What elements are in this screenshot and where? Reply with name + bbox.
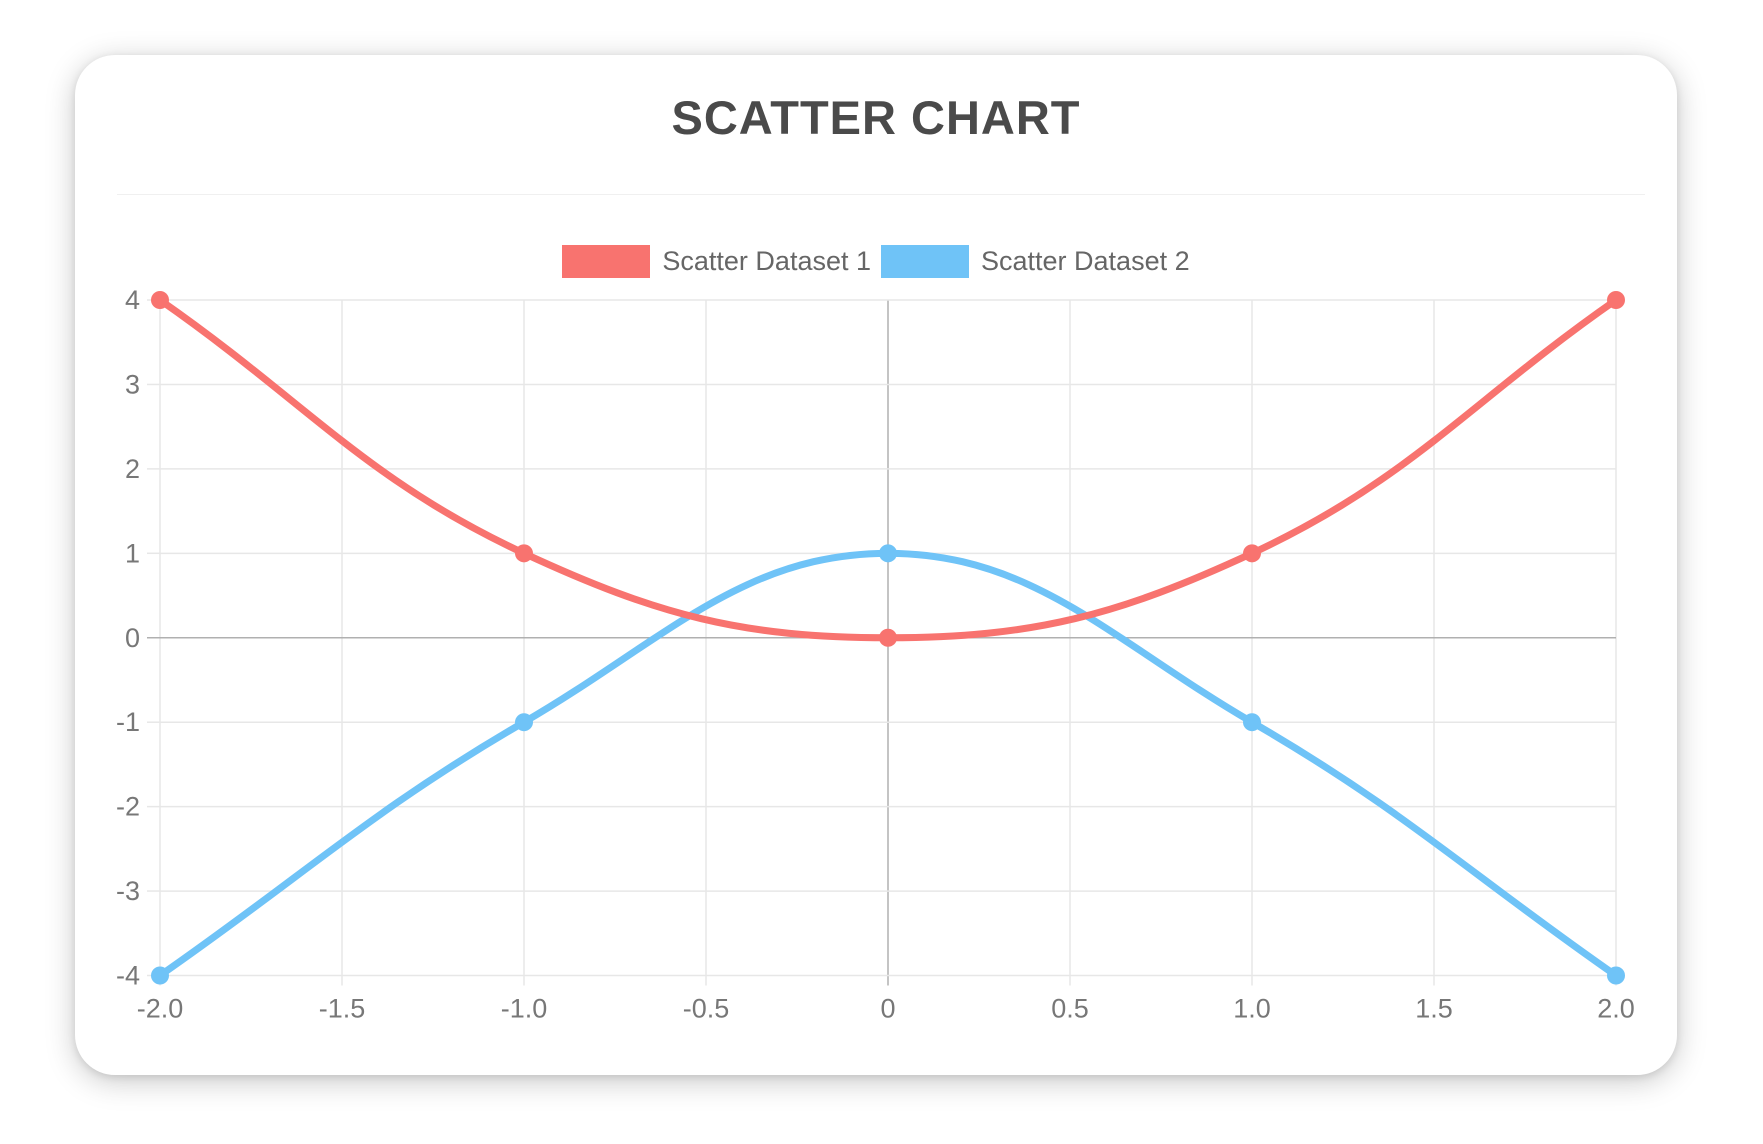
- x-tick-label: 0: [880, 994, 895, 1024]
- chart-title: SCATTER CHART: [671, 91, 1081, 144]
- x-tick-label: -1.5: [319, 994, 366, 1024]
- y-tick-label: 0: [125, 623, 140, 653]
- legend-item-dataset-1[interactable]: Scatter Dataset 1: [562, 245, 871, 278]
- data-point-scatter-dataset-2[interactable]: [151, 966, 169, 985]
- legend-label-dataset-1: Scatter Dataset 1: [662, 246, 871, 276]
- y-tick-label: 2: [125, 454, 140, 484]
- data-point-scatter-dataset-2[interactable]: [1243, 713, 1261, 732]
- x-tick-label: 0.5: [1051, 994, 1089, 1024]
- data-point-scatter-dataset-1[interactable]: [151, 291, 169, 309]
- legend-swatch-dataset-2-icon: [881, 245, 969, 278]
- legend-label-dataset-2: Scatter Dataset 2: [981, 246, 1190, 276]
- y-tick-label: 1: [125, 538, 140, 568]
- data-point-scatter-dataset-1[interactable]: [515, 544, 533, 563]
- data-point-scatter-dataset-2[interactable]: [515, 713, 533, 732]
- x-tick-label: 2.0: [1597, 994, 1635, 1024]
- title-divider: [117, 194, 1645, 195]
- x-tick-label: -1.0: [501, 994, 548, 1024]
- y-tick-label: 4: [125, 285, 140, 315]
- x-tick-label: 1.0: [1233, 994, 1271, 1024]
- legend-item-dataset-2[interactable]: Scatter Dataset 2: [881, 245, 1190, 278]
- y-tick-label: -4: [116, 961, 140, 991]
- x-tick-label: -2.0: [137, 994, 184, 1024]
- y-tick-label: -2: [116, 792, 140, 822]
- x-tick-label: -0.5: [683, 994, 730, 1024]
- y-tick-label: 3: [125, 369, 140, 399]
- data-point-scatter-dataset-1[interactable]: [1243, 544, 1261, 563]
- legend-swatch-dataset-1-icon: [562, 245, 651, 278]
- data-point-scatter-dataset-1[interactable]: [1607, 291, 1625, 309]
- y-tick-label: -1: [116, 707, 140, 737]
- x-tick-label: 1.5: [1415, 994, 1453, 1024]
- chart-legend: Scatter Dataset 1 Scatter Dataset 2: [75, 245, 1677, 278]
- data-point-scatter-dataset-2[interactable]: [1607, 966, 1625, 985]
- data-point-scatter-dataset-2[interactable]: [879, 544, 897, 563]
- y-tick-label: -3: [116, 876, 140, 906]
- data-point-scatter-dataset-1[interactable]: [879, 628, 897, 647]
